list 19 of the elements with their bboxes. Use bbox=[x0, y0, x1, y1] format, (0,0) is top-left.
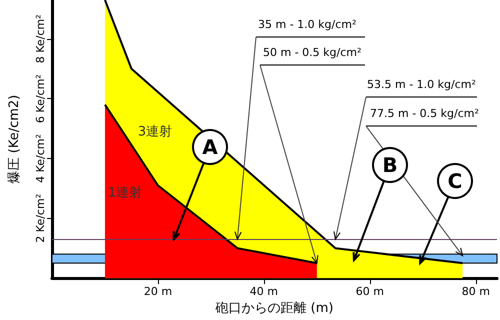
y-tick-label: 2 Ke/cm² bbox=[34, 194, 47, 243]
annotation: 53.5 m - 1.0 kg/cm² bbox=[367, 78, 476, 91]
annotation: 77.5 m - 0.5 kg/cm² bbox=[370, 107, 479, 120]
annotation: C bbox=[448, 169, 462, 193]
y-tick-label: 6 Ke/cm² bbox=[34, 74, 47, 124]
series-label: 3連射 bbox=[138, 124, 172, 140]
y-tick-label: 4 Ke/cm² bbox=[34, 134, 47, 183]
x-tick-label: 40 m bbox=[250, 285, 278, 298]
annotation: 35 m - 1.0 kg/cm² bbox=[258, 18, 356, 31]
annotation: 50 m - 0.5 kg/cm² bbox=[263, 46, 362, 59]
annotation: B bbox=[382, 153, 398, 177]
x-tick-label: 20 m bbox=[144, 285, 172, 298]
x-tick-label: 80 m bbox=[462, 285, 490, 298]
x-axis-title: 砲口からの距離 (m) bbox=[214, 301, 334, 316]
y-axis-title: 爆圧 (Ke/cm2) bbox=[7, 94, 22, 184]
y-tick-label: 8 Ke/cm² bbox=[34, 14, 47, 64]
annotation: A bbox=[202, 135, 218, 159]
series-label: 1連射 bbox=[108, 186, 142, 200]
x-tick-label: 60 m bbox=[356, 285, 384, 298]
